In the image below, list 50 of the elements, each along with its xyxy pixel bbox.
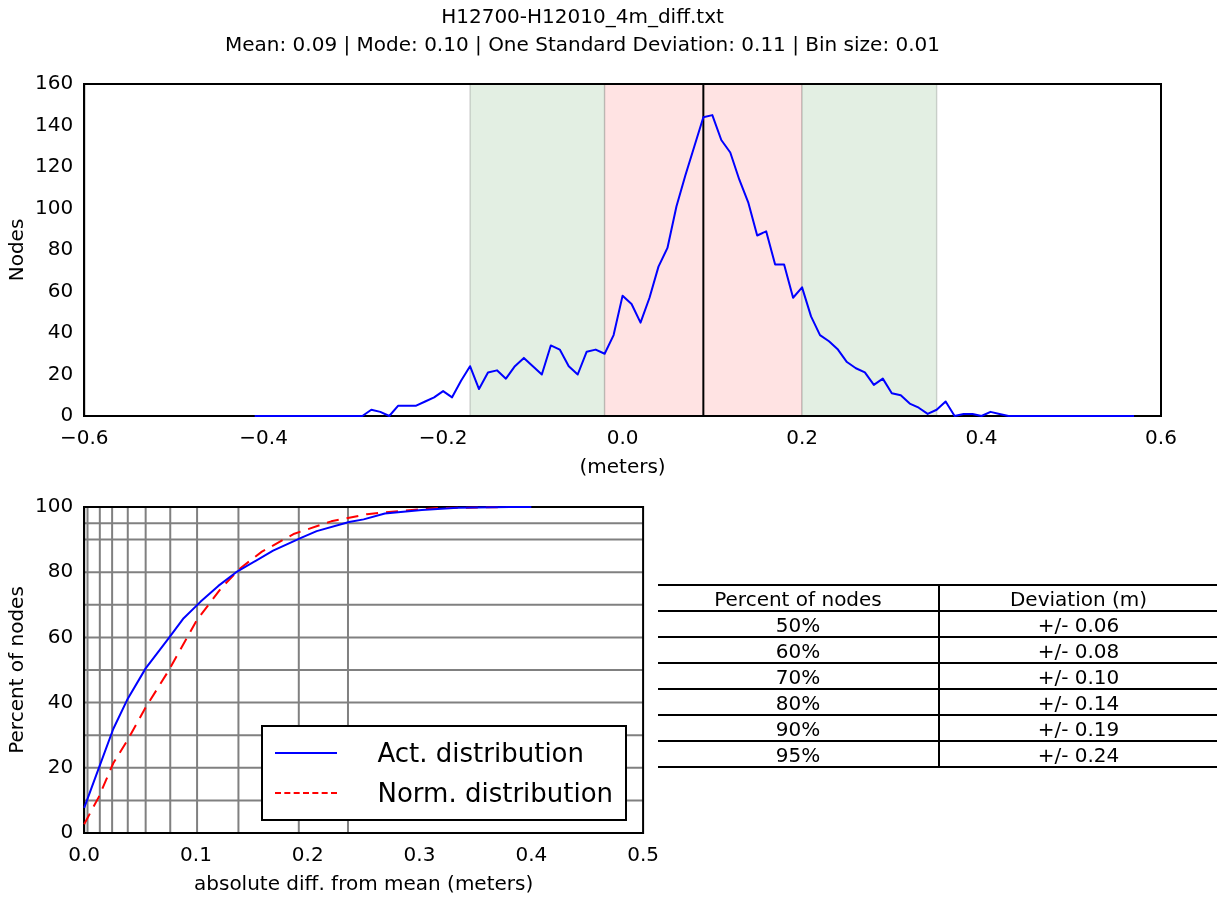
x-tick-label: 0.2 — [786, 425, 818, 450]
chart-subtitle: Mean: 0.09 | Mode: 0.10 | One Standard Deviation: 0.11 | Bin size: 0.01 — [224, 32, 941, 57]
y-axis-title: Percent of nodes — [4, 586, 29, 754]
text: 80% — [775, 691, 821, 715]
y-tick-label: 0 — [60, 819, 74, 844]
x-axis-title: (meters) — [579, 454, 666, 479]
text: 95% — [775, 743, 821, 767]
y-tick-label: 120 — [34, 153, 74, 178]
x-tick-label: 0.2 — [291, 842, 324, 867]
x-axis-title: absolute diff. from mean (meters) — [194, 871, 534, 896]
legend-label: Act. distribution — [377, 738, 584, 768]
chart-title: H12700-H12010_4m_diff.txt — [441, 4, 724, 29]
x-tick-label: 0.0 — [68, 842, 101, 867]
text: +/- 0.19 — [1037, 717, 1120, 741]
text: +/- 0.06 — [1037, 613, 1120, 637]
legend-label: Norm. distribution — [377, 778, 614, 808]
y-tick-label: 80 — [47, 236, 74, 261]
text: +/- 0.14 — [1037, 691, 1120, 715]
text: +/- 0.24 — [1037, 743, 1120, 767]
x-tick-label: −0.4 — [239, 425, 288, 450]
x-tick-label: 0.5 — [627, 842, 659, 867]
y-tick-label: 100 — [34, 493, 74, 518]
y-tick-label: 40 — [47, 688, 74, 713]
y-tick-label: 0 — [60, 402, 74, 427]
x-tick-label: 0.3 — [403, 842, 436, 867]
x-tick-label: 0.4 — [515, 842, 548, 867]
y-tick-label: 20 — [47, 754, 74, 778]
text: 60% — [775, 639, 821, 663]
y-tick-label: 60 — [47, 623, 74, 648]
x-tick-label: 0.1 — [180, 842, 212, 867]
text: 90% — [775, 717, 821, 741]
text: Percent of nodes — [714, 587, 882, 611]
x-tick-label: 0.0 — [606, 425, 639, 450]
y-tick-label: 60 — [47, 277, 74, 302]
text: 70% — [775, 665, 821, 689]
text: Deviation (m) — [1009, 587, 1148, 611]
x-tick-label: 0.4 — [965, 425, 998, 450]
y-tick-label: 20 — [47, 360, 74, 385]
y-tick-label: 80 — [47, 558, 74, 583]
text: +/- 0.08 — [1037, 639, 1120, 663]
x-tick-label: −0.2 — [418, 425, 468, 450]
y-axis-title: Nodes — [4, 218, 29, 282]
text: 50% — [775, 613, 821, 637]
x-tick-label: 0.6 — [1145, 425, 1177, 450]
y-tick-label: 160 — [34, 70, 74, 95]
x-tick-label: −0.6 — [59, 425, 109, 450]
y-tick-label: 140 — [34, 111, 74, 136]
y-tick-label: 100 — [34, 194, 74, 219]
text: +/- 0.10 — [1037, 665, 1120, 689]
y-tick-label: 40 — [47, 319, 74, 344]
